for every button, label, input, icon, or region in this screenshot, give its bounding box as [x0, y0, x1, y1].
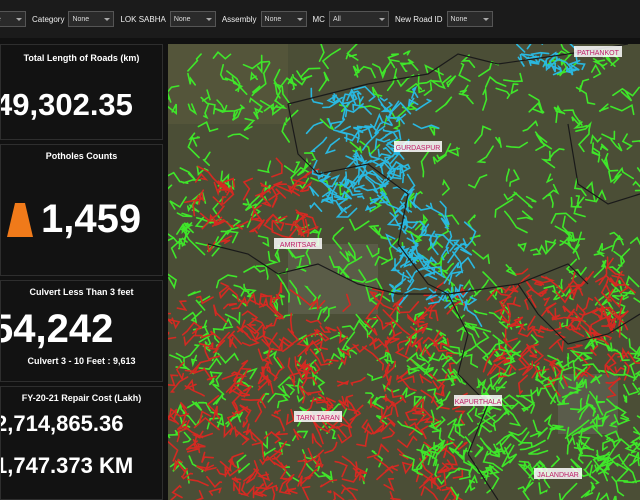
- label-bg: [274, 238, 322, 249]
- label-bg: [294, 411, 342, 422]
- road-lines: [397, 331, 640, 500]
- filter-label: Assembly: [221, 14, 257, 24]
- filter-label: MC: [312, 14, 325, 24]
- road-lines: [305, 85, 440, 234]
- place-label: AMRITSAR: [280, 242, 316, 249]
- district-boundaries: [207, 44, 640, 500]
- kpi-card: Total Length of Roads (km) 49,302.35: [0, 44, 163, 140]
- dropdown[interactable]: None: [260, 11, 307, 27]
- filter[interactable]: Category None: [32, 11, 115, 27]
- card-title: Culvert Less Than 3 feet: [29, 287, 134, 297]
- filter[interactable]: None: [0, 11, 26, 27]
- dropdown[interactable]: All: [328, 11, 389, 27]
- map-labels: PATHANKOT GURDASPUR AMRITSAR TARN TARAN KAPU…: [274, 46, 622, 479]
- dropdown[interactable]: None: [68, 11, 115, 27]
- road-map[interactable]: PATHANKOT GURDASPUR AMRITSAR TARN TARAN KAPU…: [168, 44, 640, 500]
- filter-label: LOK SABHA: [120, 14, 166, 24]
- kpi-card: FY-20-21 Repair Cost (Lakh) 2,714,865.36…: [0, 386, 163, 500]
- card-title: Total Length of Roads (km): [23, 53, 140, 63]
- cone-icon: [7, 203, 33, 237]
- road-lines: [168, 44, 640, 485]
- dropdown[interactable]: None: [0, 11, 26, 27]
- card-length: 1,747.373 KM: [0, 453, 134, 478]
- place-label: JALANDHAR: [537, 472, 579, 479]
- card-title: Potholes Counts: [45, 151, 118, 161]
- dropdown[interactable]: None: [446, 11, 493, 27]
- place-label: GURDASPUR: [396, 145, 441, 152]
- label-bg: [574, 46, 622, 57]
- filter[interactable]: New Road ID None: [395, 11, 493, 27]
- road-lines: [168, 280, 469, 500]
- filter[interactable]: LOK SABHA None: [120, 11, 216, 27]
- kpi-card: Culvert Less Than 3 feet 54,242 Culvert …: [0, 280, 163, 382]
- card-value: 49,302.35: [0, 87, 133, 122]
- card-note: Culvert 3 - 10 Feet : 9,613: [27, 356, 136, 366]
- filter[interactable]: MC All: [313, 11, 389, 27]
- road-network: [168, 44, 640, 500]
- label-bg: [394, 141, 442, 152]
- place-label: TARN TARAN: [296, 415, 340, 422]
- card-value: 1,459: [41, 197, 142, 241]
- card-value: 2,714,865.36: [0, 411, 124, 436]
- place-label: KAPURTHALA: [455, 399, 502, 406]
- card-title: FY-20-21 Repair Cost (Lakh): [21, 393, 142, 403]
- kpi-card: Potholes Counts 1,459: [0, 144, 163, 276]
- card-value: 54,242: [0, 307, 114, 351]
- filter-label: Category: [32, 14, 65, 24]
- label-bg: [534, 468, 582, 479]
- label-bg: [454, 395, 502, 406]
- place-label: PATHANKOT: [577, 50, 619, 57]
- filter[interactable]: Assembly None: [222, 11, 307, 27]
- dropdown[interactable]: None: [169, 11, 216, 27]
- filter-label: New Road ID: [394, 14, 443, 24]
- road-lines: [516, 44, 586, 76]
